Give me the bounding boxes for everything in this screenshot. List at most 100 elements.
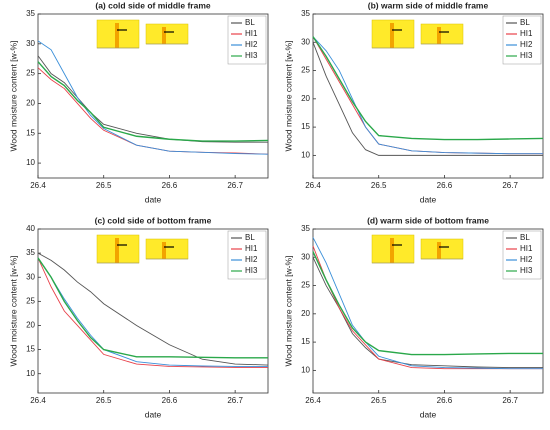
x-tick-label: 26.7 [502,396,518,405]
legend-label: BL [245,18,255,27]
series-line [37,40,269,155]
legend-label: HI1 [520,29,533,38]
chart-title: (a) cold side of middle frame [95,0,211,10]
plot-frame [312,228,544,394]
x-tick-label: 26.5 [371,396,387,405]
y-tick-label: 25 [26,69,35,78]
inset-frame [162,242,166,259]
series-line [312,237,543,370]
series-line [37,257,268,368]
inset-frame [162,27,166,44]
series-line [37,257,268,359]
x-axis-label: date [420,409,437,419]
x-tick-label: 26.7 [227,181,243,190]
chart-panel: (a) cold side of middle frame 10 15 20 25 30 3… [8,0,269,204]
x-axis-label: date [420,194,437,204]
series-line [37,252,269,366]
series-line [312,36,544,141]
y-tick-label: 30 [301,37,310,46]
plot-frame [312,13,544,179]
y-tick-label: 15 [26,345,35,354]
y-tick-label: 35 [26,248,35,257]
y-tick-label: 15 [301,337,310,346]
inset-panel [145,238,189,260]
y-tick-label: 15 [301,122,310,131]
inset-panel [420,238,464,260]
y-tick-label: 35 [301,9,310,18]
y-tick-label: 30 [26,39,35,48]
y-axis-label: Wood moisture content [w-%] [283,256,293,367]
chart-title: (c) cold side of bottom frame [95,215,212,225]
x-axis-label: date [145,194,162,204]
legend-label: HI1 [245,29,258,38]
legend-label: BL [245,233,255,242]
legend-label: HI1 [245,244,258,253]
plot-frame [37,13,269,179]
legend-label: HI3 [520,51,533,60]
plot-frame [37,228,269,394]
x-tick-label: 26.7 [502,181,518,190]
chart-title: (b) warm side of middle frame [368,0,489,10]
y-tick-label: 20 [26,99,35,108]
x-tick-label: 26.4 [30,396,46,405]
x-tick-label: 26.4 [305,396,321,405]
inset-panel [420,23,464,45]
legend-label: BL [520,233,530,242]
chart-title: (d) warm side of bottom frame [367,215,489,225]
y-axis-label: Wood moisture content [w-%] [8,256,18,367]
y-tick-label: 35 [301,224,310,233]
y-tick-label: 10 [301,150,310,159]
x-tick-label: 26.4 [30,181,46,190]
chart-panel: (d) warm side of bottom frame 10 15 20 25 30 3… [283,215,544,419]
x-tick-label: 26.5 [96,396,112,405]
legend-label: HI2 [245,40,258,49]
legend-label: HI3 [520,266,533,275]
x-tick-label: 26.5 [96,181,112,190]
series-line [312,42,543,156]
x-tick-label: 26.5 [371,181,387,190]
y-tick-label: 20 [301,309,310,318]
chart-panel: (b) warm side of middle frame 10 15 20 25 30 3… [283,0,544,204]
legend-label: HI2 [520,40,533,49]
x-tick-label: 26.6 [162,396,178,405]
legend-label: BL [520,18,530,27]
legend-label: HI2 [245,255,258,264]
inset-panel [145,23,189,45]
inset-frame [437,242,441,259]
y-tick-label: 10 [301,365,310,374]
x-tick-label: 26.6 [437,181,453,190]
y-axis-label: Wood moisture content [w-%] [283,41,293,152]
inset-frame [437,27,441,44]
y-tick-label: 40 [26,224,35,233]
inset-frame [390,238,394,263]
series-line [37,61,269,142]
legend-label: HI3 [245,266,258,275]
series-line [37,55,268,143]
inset-frame [390,23,394,48]
y-tick-label: 35 [26,9,35,18]
y-axis-label: Wood moisture content [w-%] [8,41,18,152]
y-tick-label: 10 [26,369,35,378]
x-tick-label: 26.6 [437,396,453,405]
x-tick-label: 26.4 [305,181,321,190]
y-tick-label: 25 [301,66,310,75]
y-tick-label: 20 [26,321,35,330]
inset-frame [115,23,119,48]
y-tick-label: 15 [26,128,35,137]
series-line [312,36,543,155]
x-axis-label: date [145,409,162,419]
inset-frame [115,238,119,263]
y-tick-label: 30 [301,252,310,261]
chart-panel: (c) cold side of bottom frame 10 15 20 25 30 3… [8,215,269,419]
y-tick-label: 20 [301,94,310,103]
y-tick-label: 10 [26,158,35,167]
y-tick-label: 25 [301,281,310,290]
x-tick-label: 26.7 [227,396,243,405]
y-tick-label: 25 [26,296,35,305]
legend-label: HI1 [520,244,533,253]
series-line [312,251,543,356]
legend-label: HI2 [520,255,533,264]
legend-label: HI3 [245,51,258,60]
y-tick-label: 30 [26,272,35,281]
